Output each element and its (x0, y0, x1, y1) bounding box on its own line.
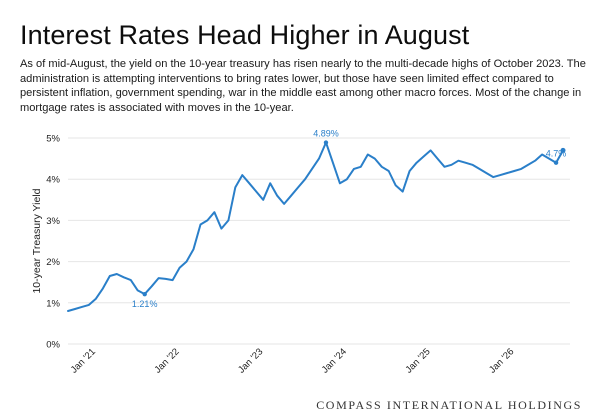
page-title: Interest Rates Head Higher in August (20, 20, 470, 50)
x-tick-label: Jan '25 (403, 346, 432, 375)
annotation-point (553, 160, 559, 165)
annotation-point (323, 140, 329, 145)
page-description: As of mid-August, the yield on the 10-ye… (20, 58, 586, 114)
y-tick-label: 0% (46, 340, 60, 351)
x-tick-label: Jan '22 (152, 346, 181, 375)
y-tick-label: 3% (46, 216, 60, 227)
y-tick-label: 1% (46, 298, 60, 309)
y-tick-label: 5% (46, 134, 60, 145)
series-end-point (560, 147, 566, 153)
x-tick-label: Jan '24 (320, 346, 349, 375)
x-tick-label: Jan '21 (69, 346, 98, 375)
annotation-label: 4.89% (313, 129, 339, 139)
yield-series-line (67, 141, 564, 312)
x-tick-label: Jan '23 (236, 346, 265, 375)
annotation-label: 4.7% (546, 149, 567, 159)
y-tick-label: 2% (46, 257, 60, 268)
x-tick-label: Jan '26 (487, 346, 516, 375)
y-axis-title: 10-year Treasury Yield (31, 188, 43, 293)
annotation-label: 1.21% (132, 299, 158, 309)
y-tick-label: 4% (46, 175, 60, 186)
annotation-point (142, 291, 147, 297)
company-logo: COMPASS INTERNATIONAL HOLDINGS (316, 398, 582, 412)
